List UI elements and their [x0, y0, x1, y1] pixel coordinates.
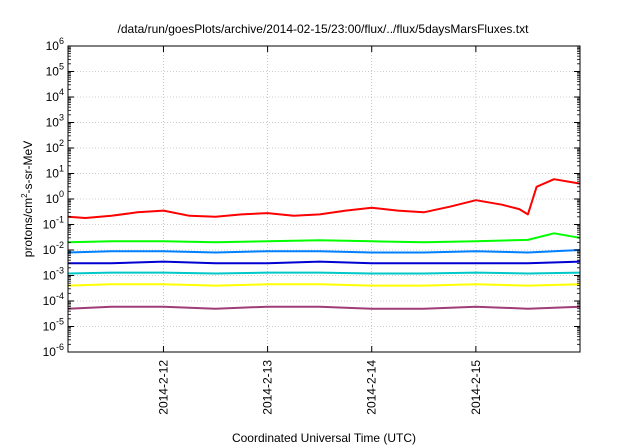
y-tick-label: 100 — [46, 189, 64, 206]
y-axis-label-superscript: 2 — [20, 193, 29, 198]
y-tick-exponent: -6 — [56, 342, 64, 352]
y-axis-label-part-2: -s-sr-MeV — [21, 141, 35, 194]
y-axis: 10-610-510-410-310-210-11001011021031041… — [43, 36, 580, 359]
y-tick-base: 10 — [43, 218, 57, 232]
y-tick-label: 10-6 — [43, 342, 64, 359]
series-line-2 — [67, 232, 581, 244]
series-line-4 — [68, 260, 581, 265]
y-tick-label: 10-3 — [43, 266, 64, 283]
series-group — [67, 178, 581, 310]
x-tick-label: 2014-2-15 — [469, 360, 483, 415]
y-tick-label: 101 — [46, 164, 64, 181]
series-line-7 — [67, 305, 581, 310]
y-tick-exponent: -3 — [56, 266, 64, 276]
y-tick-exponent: -4 — [56, 291, 64, 301]
series-line-6 — [67, 283, 581, 287]
y-tick-exponent: 1 — [59, 164, 64, 174]
y-tick-base: 10 — [43, 294, 57, 308]
y-tick-label: 105 — [46, 62, 64, 79]
y-tick-base: 10 — [46, 141, 60, 155]
y-tick-exponent: 0 — [59, 189, 64, 199]
series-line-5 — [67, 271, 581, 275]
y-tick-exponent: 5 — [59, 62, 64, 72]
y-tick-base: 10 — [46, 192, 60, 206]
y-tick-base: 10 — [46, 39, 60, 53]
series-line-3 — [67, 249, 581, 254]
y-tick-label: 10-2 — [43, 240, 64, 257]
chart-title: /data/run/goesPlots/archive/2014-02-15/2… — [118, 22, 530, 36]
y-tick-base: 10 — [43, 320, 57, 334]
y-tick-label: 103 — [46, 113, 64, 130]
y-axis-label: protons/cm2-s-sr-MeV — [20, 141, 35, 257]
y-tick-exponent: -1 — [56, 215, 64, 225]
x-axis: 2014-2-12 2014-2-13 2014-2-14 2014-2-15 — [156, 46, 483, 415]
y-tick-base: 10 — [46, 65, 60, 79]
y-tick-base: 10 — [46, 90, 60, 104]
y-tick-label: 106 — [46, 36, 64, 53]
y-tick-base: 10 — [43, 269, 57, 283]
series-line-1 — [67, 178, 581, 219]
y-tick-label: 10-5 — [43, 317, 64, 334]
x-axis-label: Coordinated Universal Time (UTC) — [232, 431, 416, 445]
y-tick-base: 10 — [46, 167, 60, 181]
y-tick-label: 102 — [46, 138, 64, 155]
y-axis-label-part-1: protons/cm — [21, 198, 35, 257]
y-tick-base: 10 — [46, 116, 60, 130]
y-tick-label: 10-1 — [43, 215, 64, 232]
y-tick-exponent: -2 — [56, 240, 64, 250]
y-tick-base: 10 — [43, 243, 57, 257]
x-tick-label: 2014-2-13 — [261, 360, 275, 415]
y-tick-exponent: -5 — [56, 317, 64, 327]
y-tick-exponent: 6 — [59, 36, 64, 46]
y-tick-label: 104 — [46, 87, 64, 104]
y-tick-exponent: 4 — [59, 87, 64, 97]
y-tick-base: 10 — [43, 345, 57, 359]
y-tick-exponent: 3 — [59, 113, 64, 123]
x-tick-label: 2014-2-14 — [365, 360, 379, 415]
grid-lines — [68, 46, 580, 352]
x-tick-label: 2014-2-12 — [156, 360, 170, 415]
y-tick-label: 10-4 — [43, 291, 64, 308]
y-tick-exponent: 2 — [59, 138, 64, 148]
